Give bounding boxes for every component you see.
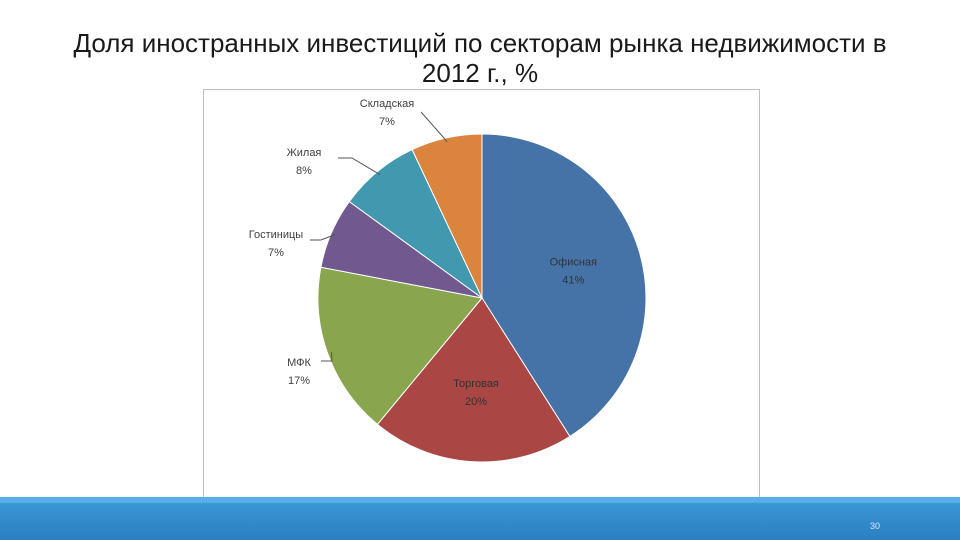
slice-name-label-3: МФК [287, 357, 311, 369]
pie-slice-2 [376, 297, 571, 463]
slice-value-label-3: 17% [288, 375, 310, 387]
footer-band [0, 497, 960, 540]
slice-name-label-2: Торговая [453, 378, 499, 390]
slice-value-label-2: 20% [465, 396, 487, 408]
slice-labels: Офисная 41% Торговая 20% МФК 17% Гостиницы 7% Жи… [249, 98, 597, 408]
pie-chart: Офисная 41% Торговая 20% МФК 17% Гостиницы 7% Жи… [249, 98, 647, 463]
slice-value-label-1: 41% [562, 275, 584, 287]
slice-name-label-6: Складская [360, 98, 415, 110]
slide-title: Доля иностранных инвестиций по секторам … [0, 28, 960, 88]
slide-title-line-1: Доля иностранных инвестиций по секторам … [73, 28, 887, 58]
page-number: 30 [869, 521, 880, 531]
leader-line-4 [310, 234, 336, 241]
pie-slice-6 [411, 133, 483, 299]
slice-value-label-4: 7% [268, 247, 284, 259]
slice-name-label-1: Офисная [550, 257, 597, 269]
slice-name-label-4: Гостиницы [249, 229, 304, 241]
leader-line-5 [338, 157, 381, 176]
slice-value-label-5: 8% [296, 165, 312, 177]
pie-slice-3 [317, 266, 483, 426]
leader-line-6 [420, 111, 448, 143]
leader-lines [310, 111, 448, 362]
slide-title-line-2: 2012 г., % [421, 58, 539, 88]
pie-chart-frame: Офисная 41% Торговая 20% МФК 17% Гостиницы 7% Жи… [203, 89, 760, 505]
pie-slices [317, 133, 647, 463]
pie-slice-1 [481, 133, 647, 438]
leader-line-3 [321, 352, 333, 362]
slice-value-label-6: 7% [379, 116, 395, 128]
slice-name-label-5: Жилая [287, 147, 322, 159]
